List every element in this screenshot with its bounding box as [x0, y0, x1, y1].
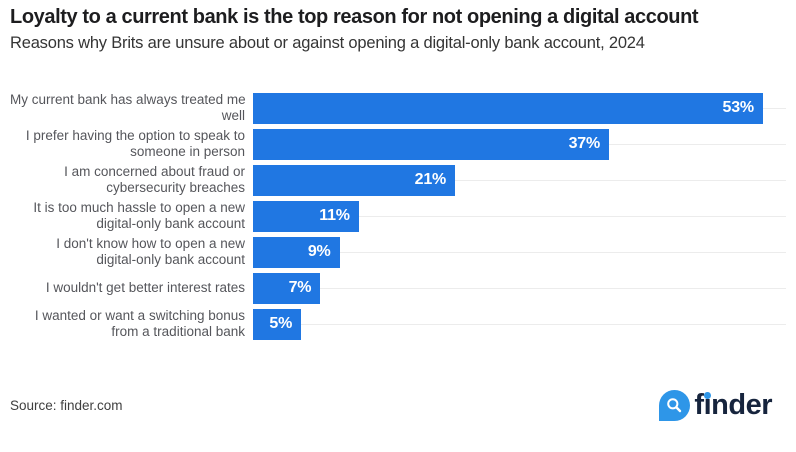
- bar: 21%: [253, 164, 456, 196]
- search-icon: [659, 389, 691, 421]
- category-label-line: digital-only bank account: [96, 216, 245, 231]
- category-label-line: My current bank has always treated me: [10, 92, 246, 107]
- category-label-line: digital-only bank account: [96, 252, 245, 267]
- footer: Source: finder.com finder: [10, 384, 772, 426]
- bar-track: 9%: [253, 236, 786, 268]
- category-label-line: well: [221, 108, 245, 123]
- bar-track: 7%: [253, 272, 786, 304]
- bar-row: I wanted or want a switching bonus from a…: [10, 306, 786, 342]
- category-label: I don't know how to open a new digital-on…: [10, 236, 253, 268]
- category-label: I wanted or want a switching bonus from a…: [10, 308, 253, 340]
- category-label: It is too much hassle to open a new digit…: [10, 200, 253, 232]
- value-label: 37%: [568, 135, 601, 152]
- category-label-line: cybersecurity breaches: [106, 180, 245, 195]
- value-label: 5%: [269, 315, 293, 332]
- bar-track: 5%: [253, 308, 786, 340]
- bar-track: 53%: [253, 92, 786, 124]
- value-label: 11%: [319, 207, 350, 224]
- value-label: 21%: [414, 171, 447, 188]
- finder-logo: finder: [659, 388, 772, 421]
- category-label-line: I prefer having the option to speak to: [25, 128, 245, 143]
- category-label-line: someone in person: [130, 144, 245, 159]
- category-label: I wouldn't get better interest rates: [10, 280, 253, 296]
- category-label-line: from a traditional bank: [111, 324, 245, 339]
- category-label-line: I wanted or want a switching bonus: [34, 308, 245, 323]
- category-label-line: I don't know how to open a new: [56, 236, 245, 251]
- bar: 37%: [253, 128, 610, 160]
- bar-row: My current bank has always treated me wel…: [10, 90, 786, 126]
- category-label-line: I wouldn't get better interest rates: [45, 280, 245, 295]
- value-label: 9%: [307, 243, 331, 260]
- category-label: I am concerned about fraud or cybersecuri…: [10, 164, 253, 196]
- bar-chart: My current bank has always treated me wel…: [10, 90, 786, 342]
- bar-row: It is too much hassle to open a new digit…: [10, 198, 786, 234]
- bar-row: I am concerned about fraud or cybersecuri…: [10, 162, 786, 198]
- category-label: My current bank has always treated me wel…: [10, 92, 253, 124]
- bar-row: I wouldn't get better interest rates 7%: [10, 270, 786, 306]
- bar: 11%: [253, 200, 359, 232]
- category-label-line: It is too much hassle to open a new: [33, 200, 245, 215]
- logo-letter-i: i: [703, 388, 712, 421]
- bar: 7%: [253, 272, 321, 304]
- chart-subtitle: Reasons why Brits are unsure about or ag…: [10, 34, 645, 52]
- bar: 5%: [253, 308, 302, 340]
- bar-row: I don't know how to open a new digital-on…: [10, 234, 786, 270]
- value-label: 7%: [288, 279, 312, 296]
- chart-title: Loyalty to a current bank is the top rea…: [10, 6, 699, 28]
- logo-letter-f: f: [694, 388, 704, 421]
- bar-track: 37%: [253, 128, 786, 160]
- finder-logo-text: finder: [694, 388, 772, 421]
- bar-row: I prefer having the option to speak to so…: [10, 126, 786, 162]
- bar: 53%: [253, 92, 763, 124]
- bar: 9%: [253, 236, 340, 268]
- bar-track: 11%: [253, 200, 786, 232]
- category-label: I prefer having the option to speak to so…: [10, 128, 253, 160]
- bar-track: 21%: [253, 164, 786, 196]
- category-label-line: I am concerned about fraud or: [64, 164, 245, 179]
- logo-letters-nder: nder: [711, 388, 772, 421]
- source-note: Source: finder.com: [10, 397, 123, 413]
- value-label: 53%: [722, 99, 755, 116]
